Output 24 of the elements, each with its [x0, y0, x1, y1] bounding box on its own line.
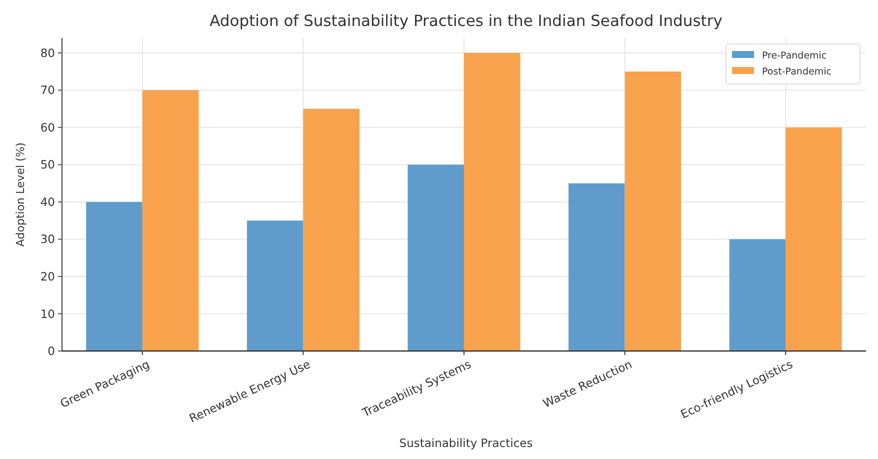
- y-tick-label: 80: [40, 46, 55, 60]
- x-axis-title: Sustainability Practices: [399, 436, 533, 450]
- legend-label: Post-Pandemic: [762, 66, 832, 78]
- y-axis-title: Adoption Level (%): [14, 142, 27, 247]
- bar: [568, 183, 625, 351]
- y-tick-label: 0: [48, 344, 55, 358]
- bar: [464, 52, 520, 351]
- y-tick-label: 60: [40, 120, 55, 134]
- y-tick-label: 10: [40, 306, 55, 321]
- y-tick-label: 30: [40, 232, 55, 246]
- bar: [86, 202, 142, 351]
- y-tick-label: 20: [40, 270, 55, 284]
- y-tick-label: 70: [40, 83, 55, 98]
- bar: [246, 220, 304, 351]
- bar: [142, 90, 199, 351]
- y-tick-label: 40: [40, 194, 55, 209]
- bar: [408, 164, 464, 351]
- chart-title: Adoption of Sustainability Practices in the Indian Seafood Industry: [210, 12, 722, 30]
- bar: [729, 239, 786, 351]
- bar: [624, 72, 682, 351]
- y-tick-label: 50: [40, 158, 55, 172]
- bar: [786, 127, 842, 351]
- legend-label: Pre-Pandemic: [762, 50, 827, 62]
- bar: [303, 108, 360, 351]
